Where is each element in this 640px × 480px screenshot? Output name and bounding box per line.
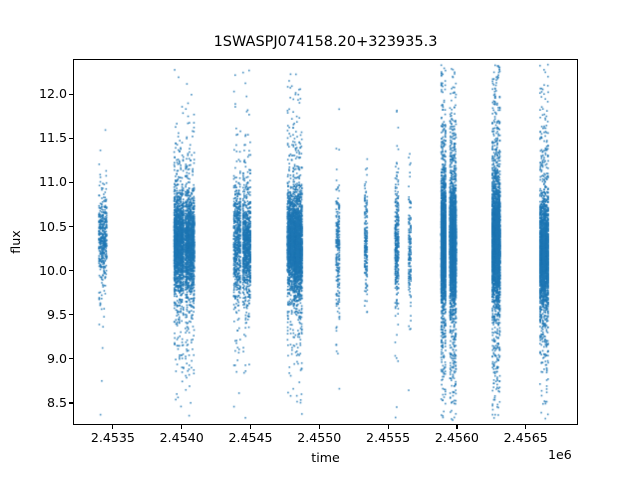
x-tick-label: 2.4565 [503, 430, 548, 445]
y-tick-label: 12.0 [38, 86, 67, 102]
y-tick-mark [69, 137, 73, 139]
y-tick-mark [69, 226, 73, 228]
x-tick-mark [525, 425, 527, 429]
x-tick-label: 2.4550 [297, 430, 342, 445]
y-axis-label: flux [8, 230, 23, 254]
x-tick-label: 2.4540 [159, 430, 204, 445]
page-title: 1SWASPJ074158.20+323935.3 [213, 34, 438, 50]
x-axis-offset-text: 1e6 [548, 447, 572, 462]
x-tick-label: 2.4560 [434, 430, 479, 445]
x-tick-label: 2.4535 [90, 430, 135, 445]
y-tick-label: 11.5 [38, 130, 67, 146]
scatter-plot-canvas [74, 60, 577, 424]
y-tick-mark [69, 270, 73, 272]
x-tick-mark [181, 425, 183, 429]
plot-axes-area [73, 59, 578, 425]
x-tick-mark [318, 425, 320, 429]
y-tick-mark [69, 181, 73, 184]
x-tick-mark [112, 425, 114, 429]
x-tick-mark [456, 425, 458, 429]
y-tick-label: 9.5 [46, 306, 67, 322]
y-tick-label: 10.0 [38, 262, 67, 278]
x-tick-mark [387, 425, 389, 429]
y-tick-mark [69, 358, 73, 360]
y-tick-mark [69, 314, 73, 316]
y-tick-mark [69, 93, 73, 95]
y-tick-label: 10.5 [38, 218, 67, 234]
x-axis-label: time [311, 450, 340, 465]
x-tick-mark [250, 425, 252, 429]
y-tick-label: 9.0 [46, 350, 67, 366]
x-tick-label: 2.4545 [228, 430, 273, 445]
y-tick-label: 8.5 [46, 394, 67, 410]
y-tick-mark [69, 402, 73, 404]
y-tick-label: 11.0 [38, 174, 67, 190]
x-tick-label: 2.4555 [366, 430, 411, 445]
